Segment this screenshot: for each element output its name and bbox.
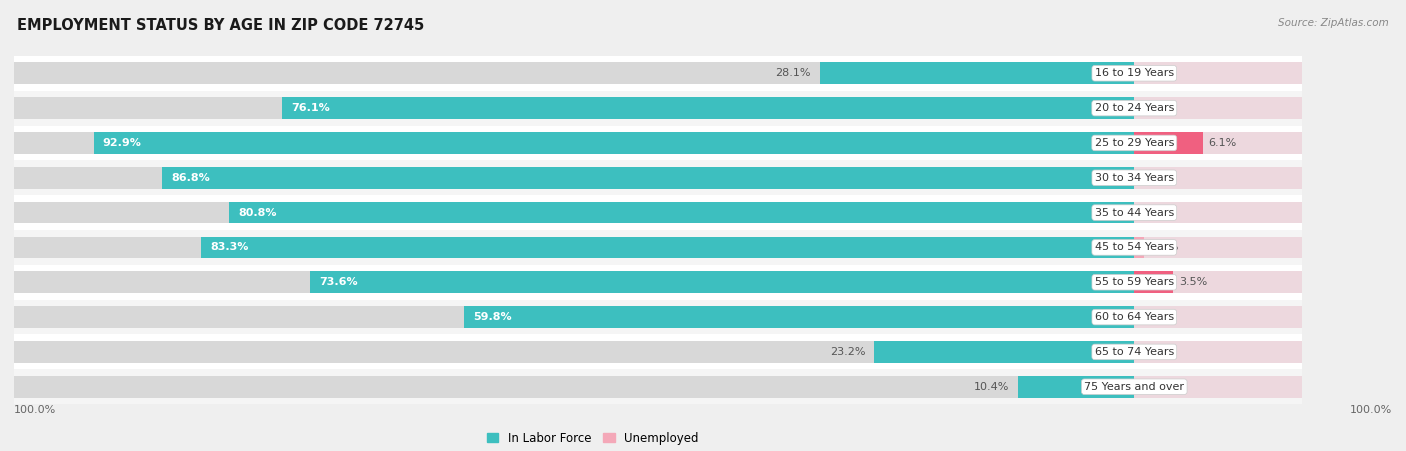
Bar [281,97,1135,119]
Bar [162,167,1135,189]
Text: 100.0%: 100.0% [14,405,56,415]
Text: 55 to 59 Years: 55 to 59 Years [1095,277,1174,287]
Bar [14,97,1135,119]
Text: 6.1%: 6.1% [1208,138,1236,148]
Text: 92.9%: 92.9% [103,138,142,148]
Bar [875,341,1135,363]
Bar [1135,237,1144,258]
Text: 0.0%: 0.0% [1140,68,1168,78]
Text: 0.0%: 0.0% [1140,173,1168,183]
Bar [229,202,1135,223]
Text: 35 to 44 Years: 35 to 44 Years [1095,207,1174,217]
Text: 80.8%: 80.8% [238,207,277,217]
Bar [1135,97,1302,119]
Bar [14,376,1135,397]
Text: 83.3%: 83.3% [209,243,249,253]
Text: 45 to 54 Years: 45 to 54 Years [1095,243,1174,253]
Text: 73.6%: 73.6% [319,277,357,287]
Bar [14,299,1302,335]
Bar [201,237,1135,258]
Text: 60 to 64 Years: 60 to 64 Years [1095,312,1174,322]
Text: 0.0%: 0.0% [1140,382,1168,392]
Bar [14,265,1302,299]
Bar [14,161,1302,195]
Text: 76.1%: 76.1% [291,103,329,113]
Text: 0.9%: 0.9% [1150,243,1178,253]
Bar [94,132,1135,154]
Legend: In Labor Force, Unemployed: In Labor Force, Unemployed [482,427,703,449]
Text: 30 to 34 Years: 30 to 34 Years [1095,173,1174,183]
Bar [14,230,1302,265]
Bar [14,272,1135,293]
Bar [1135,167,1302,189]
Bar [464,306,1135,328]
Bar [1135,132,1302,154]
Bar [14,341,1135,363]
Bar [1135,306,1302,328]
Bar [14,56,1302,91]
Text: 0.0%: 0.0% [1140,312,1168,322]
Bar [14,63,1135,84]
Bar [14,202,1135,223]
Bar [14,369,1302,404]
Text: 59.8%: 59.8% [474,312,512,322]
Text: 3.5%: 3.5% [1180,277,1208,287]
Bar [14,237,1135,258]
Text: Source: ZipAtlas.com: Source: ZipAtlas.com [1278,18,1389,28]
Text: 75 Years and over: 75 Years and over [1084,382,1184,392]
Text: 28.1%: 28.1% [775,68,810,78]
Text: 25 to 29 Years: 25 to 29 Years [1095,138,1174,148]
Bar [1135,272,1174,293]
Bar [14,91,1302,125]
Text: 16 to 19 Years: 16 to 19 Years [1095,68,1174,78]
Bar [1135,132,1202,154]
Bar [1135,341,1302,363]
Bar [1135,272,1302,293]
Text: 65 to 74 Years: 65 to 74 Years [1095,347,1174,357]
Text: 100.0%: 100.0% [1350,405,1392,415]
Text: 86.8%: 86.8% [172,173,209,183]
Bar [1135,63,1302,84]
Text: EMPLOYMENT STATUS BY AGE IN ZIP CODE 72745: EMPLOYMENT STATUS BY AGE IN ZIP CODE 727… [17,18,425,33]
Bar [820,63,1135,84]
Bar [14,125,1302,161]
Text: 10.4%: 10.4% [973,382,1010,392]
Text: 23.2%: 23.2% [830,347,866,357]
Bar [1135,376,1302,397]
Bar [1135,237,1302,258]
Bar [14,306,1135,328]
Bar [14,335,1302,369]
Bar [14,132,1135,154]
Bar [14,195,1302,230]
Text: 0.0%: 0.0% [1140,347,1168,357]
Bar [14,167,1135,189]
Bar [1018,376,1135,397]
Text: 0.0%: 0.0% [1140,207,1168,217]
Bar [309,272,1135,293]
Bar [1135,202,1302,223]
Text: 0.0%: 0.0% [1140,103,1168,113]
Text: 20 to 24 Years: 20 to 24 Years [1095,103,1174,113]
